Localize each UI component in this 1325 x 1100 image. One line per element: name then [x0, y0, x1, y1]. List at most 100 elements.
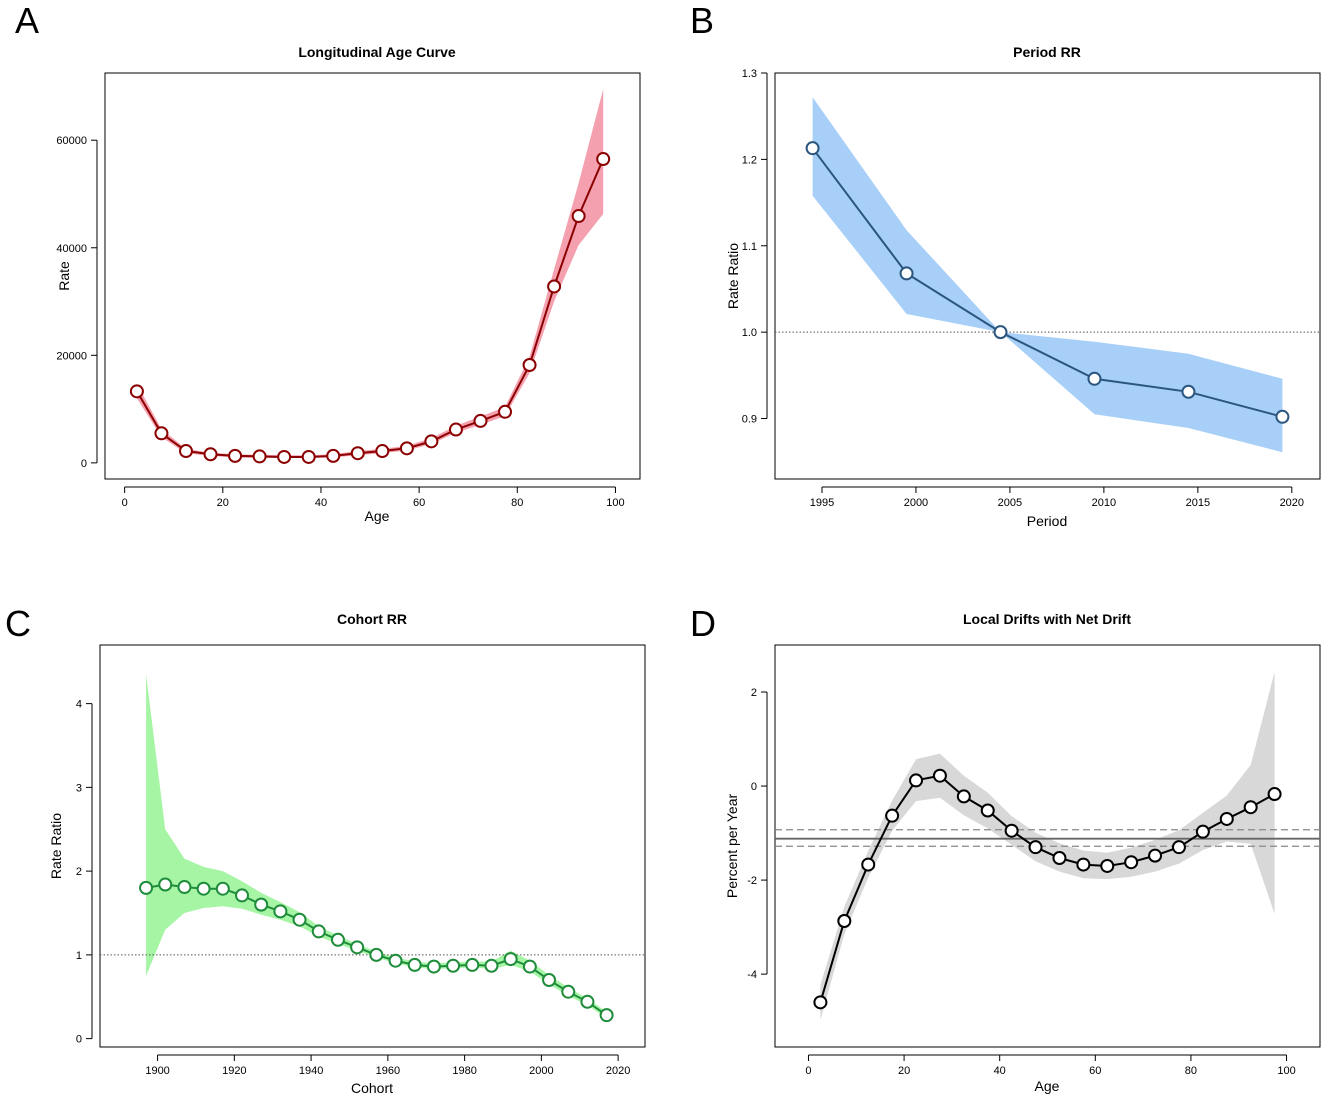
panel-c-x-tick-label: 1960	[376, 1065, 400, 1077]
panel-d-data-point	[980, 803, 995, 818]
panel-c-data-point	[330, 932, 345, 947]
panel-d-x-tick-label: 20	[898, 1065, 910, 1077]
panel-d-x-tick-label: 100	[1277, 1065, 1295, 1077]
panel-a-plot: 0 20 40 60 80 100 0 20000 40000 60000	[56, 89, 625, 509]
panel-d-plot: 0 20 40 60 80 100 -4 -2 0 2	[747, 671, 1320, 1077]
panel-a-data-point	[522, 357, 537, 372]
panel-b-data-point	[1087, 371, 1102, 386]
panel-d-data-point	[1052, 850, 1067, 865]
panel-d-data-point	[1243, 800, 1258, 815]
panel-c-data-point	[503, 952, 518, 967]
panel-a-data-point	[596, 152, 611, 167]
panel-d-y-tick-label: -4	[747, 969, 757, 981]
panel-c-frame	[99, 644, 646, 1048]
panel-c-y-tick-label: 2	[76, 866, 82, 878]
panel-a-data-point	[473, 413, 488, 428]
panel-c-letter: C	[5, 603, 31, 644]
panel-c-data-point	[465, 957, 480, 972]
panel-b-ylabel: Rate Ratio	[725, 243, 741, 309]
panel-a-data-point	[326, 448, 341, 463]
panel-d-data-point	[885, 808, 900, 823]
panel-b: B Period RR 1995 2000 2005 2010 2015 20200.91…	[690, 0, 1321, 529]
panel-b-x-tick-label: 2015	[1186, 497, 1210, 509]
panel-d-data-point	[932, 768, 947, 783]
panel-d-letter: D	[690, 603, 716, 644]
panel-d-data-point	[837, 913, 852, 928]
panel-b-data-point	[805, 141, 820, 156]
panel-a-data-point	[571, 209, 586, 224]
panel-c-data-point	[254, 897, 269, 912]
panel-a-frame	[104, 72, 641, 480]
panel-d-title: Local Drifts with Net Drift	[963, 611, 1131, 627]
panel-d-xlabel: Age	[1035, 1078, 1060, 1094]
panel-d-confidence-band	[820, 671, 1275, 1021]
panel-d-ylabel: Percent per Year	[724, 794, 740, 899]
panel-c-x-tick-label: 1920	[222, 1065, 246, 1077]
panel-c-data-point	[235, 888, 250, 903]
panel-c-x-tick-label: 2000	[529, 1065, 553, 1077]
panel-c-y-tick-label: 4	[76, 699, 82, 711]
panel-c-data-point	[350, 940, 365, 955]
panel-a-ylabel: Rate	[56, 261, 72, 291]
panel-d-data-point	[909, 773, 924, 788]
panel-c-data-point	[561, 984, 576, 999]
panel-c-data-point	[407, 957, 422, 972]
panel-a-data-point	[301, 449, 316, 464]
panel-b-x-tick-label: 1995	[810, 497, 834, 509]
panel-a-data-point	[203, 447, 218, 462]
panel-b-y-tick-label: 1.2	[742, 154, 757, 166]
panel-b-x-tick-label: 2020	[1280, 497, 1304, 509]
panel-c-x-tick-label: 1900	[145, 1065, 169, 1077]
panel-d-x-tick-label: 60	[1089, 1065, 1101, 1077]
panel-d-data-point	[1076, 857, 1091, 872]
panel-b-y-tick-label: 0.9	[742, 414, 757, 426]
panel-a-data-point	[547, 279, 562, 294]
panel-c-data-point	[542, 973, 557, 987]
panel-c-confidence-band	[146, 674, 607, 1019]
panel-c-data-point	[580, 994, 595, 1009]
panel-a-y-tick-label: 0	[81, 458, 87, 470]
panel-d-y-tick-label: 0	[751, 781, 757, 793]
panel-a-data-point	[424, 434, 439, 449]
panel-c-title: Cohort RR	[337, 611, 407, 627]
panel-c-data-point	[196, 881, 211, 896]
panel-a-xlabel: Age	[365, 508, 390, 524]
panel-c-data-point	[273, 904, 288, 919]
panel-a-data-point	[154, 426, 169, 441]
panel-a-data-point	[228, 448, 243, 463]
panel-a-data-point	[448, 422, 463, 437]
panel-c-data-point	[158, 877, 173, 892]
panel-b-plot: 1995 2000 2005 2010 2015 2020 0.9 1.0 1.1 1.2 1.3	[742, 68, 1320, 509]
panel-d-data-point	[956, 789, 971, 804]
panel-b-data-point	[993, 325, 1008, 340]
panel-d-data-point	[1124, 855, 1139, 870]
panel-d-data-point	[1171, 840, 1186, 855]
panel-a-data-point	[252, 449, 267, 464]
panel-a-x-tick-label: 100	[606, 497, 624, 509]
panel-c-x-tick-label: 1940	[299, 1065, 323, 1077]
panel-d-y-tick-label: 2	[751, 687, 757, 699]
panel-b-x-tick-label: 2005	[998, 497, 1022, 509]
panel-c-data-point	[369, 947, 384, 962]
panel-a-x-tick-label: 80	[511, 497, 523, 509]
panel-a-data-point	[350, 446, 365, 461]
panel-a-data-point	[375, 444, 390, 459]
panel-c-data-point	[388, 953, 403, 968]
panel-c-data-point	[311, 924, 326, 939]
panel-c: C Cohort RR 1900 1920 1940 1960 1980 2000 2020…	[5, 603, 646, 1096]
panel-d-data-point	[1219, 811, 1234, 826]
panel-b-data-point	[1181, 384, 1196, 399]
panel-a-x-tick-label: 0	[122, 497, 128, 509]
panel-d-x-tick-label: 40	[994, 1065, 1006, 1077]
panel-c-xlabel: Cohort	[351, 1080, 393, 1096]
panel-d-x-tick-label: 80	[1185, 1065, 1197, 1077]
panel-a-series-line	[136, 158, 605, 458]
panel-c-data-point	[139, 880, 154, 895]
panel-b-x-tick-label: 2010	[1092, 497, 1116, 509]
panel-a: A Longitudinal Age Curve 0 20 40 60 80 100 0 20…	[15, 0, 641, 524]
panel-c-data-point	[426, 959, 441, 974]
panel-b-y-tick-label: 1.3	[742, 68, 757, 80]
panel-c-data-point	[177, 880, 192, 895]
panel-d-x-tick-label: 0	[805, 1065, 811, 1077]
